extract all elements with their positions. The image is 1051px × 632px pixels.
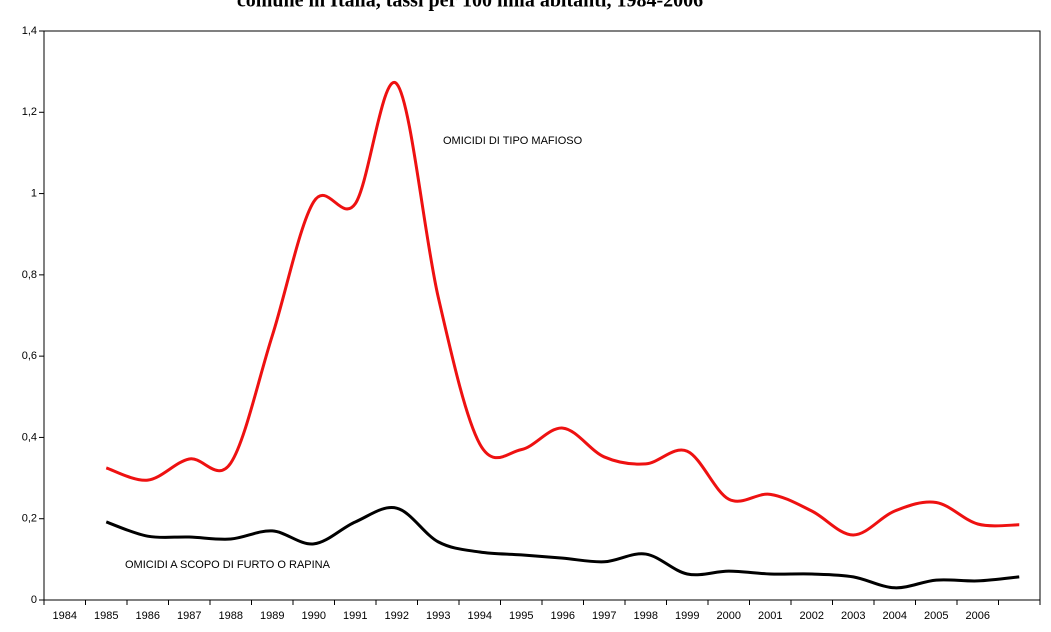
- x-tick-label: 1992: [385, 610, 409, 622]
- series-line: [105, 80, 1020, 537]
- x-tick-label: 1985: [94, 610, 118, 622]
- x-tick-label: 2006: [966, 610, 990, 622]
- x-tick-label: 2005: [924, 610, 948, 622]
- x-tick-label: 1999: [675, 610, 699, 622]
- y-tick-label: 0,6: [22, 350, 37, 362]
- x-tick-label: 1990: [302, 610, 326, 622]
- y-tick-label: 0: [31, 594, 37, 606]
- x-tick-label: 1994: [468, 610, 492, 622]
- x-tick-label: 1988: [219, 610, 243, 622]
- x-tick-label: 1986: [136, 610, 160, 622]
- x-tick-label: 1993: [426, 610, 450, 622]
- x-tick-label: 2002: [800, 610, 824, 622]
- x-tick-label: 1998: [634, 610, 658, 622]
- x-tick-label: 2000: [717, 610, 741, 622]
- y-tick-label: 0,8: [22, 269, 37, 281]
- series-label: OMICIDI DI TIPO MAFIOSO: [443, 135, 583, 147]
- y-tick-label: 1,2: [22, 106, 37, 118]
- x-tick-label: 1987: [177, 610, 201, 622]
- x-tick-label: 2003: [841, 610, 865, 622]
- x-tick-label: 1991: [343, 610, 367, 622]
- y-tick-label: 1,4: [22, 25, 37, 37]
- x-tick-label: 1995: [509, 610, 533, 622]
- x-tick-label: 2004: [883, 610, 907, 622]
- x-tick-label: 1997: [592, 610, 616, 622]
- x-tick-label: 1996: [551, 610, 575, 622]
- y-tick-label: 0,2: [22, 513, 37, 525]
- chart-title: comune in Italia, tassi per 100 mila abi…: [237, 0, 703, 12]
- x-tick-label: 1984: [53, 610, 77, 622]
- series-line: [105, 506, 1020, 590]
- series-label: OMICIDI A SCOPO DI FURTO O RAPINA: [125, 559, 331, 571]
- y-tick-label: 0,4: [22, 431, 37, 443]
- x-tick-label: 1989: [260, 610, 284, 622]
- y-tick-label: 1: [31, 187, 37, 199]
- x-tick-label: 2001: [758, 610, 782, 622]
